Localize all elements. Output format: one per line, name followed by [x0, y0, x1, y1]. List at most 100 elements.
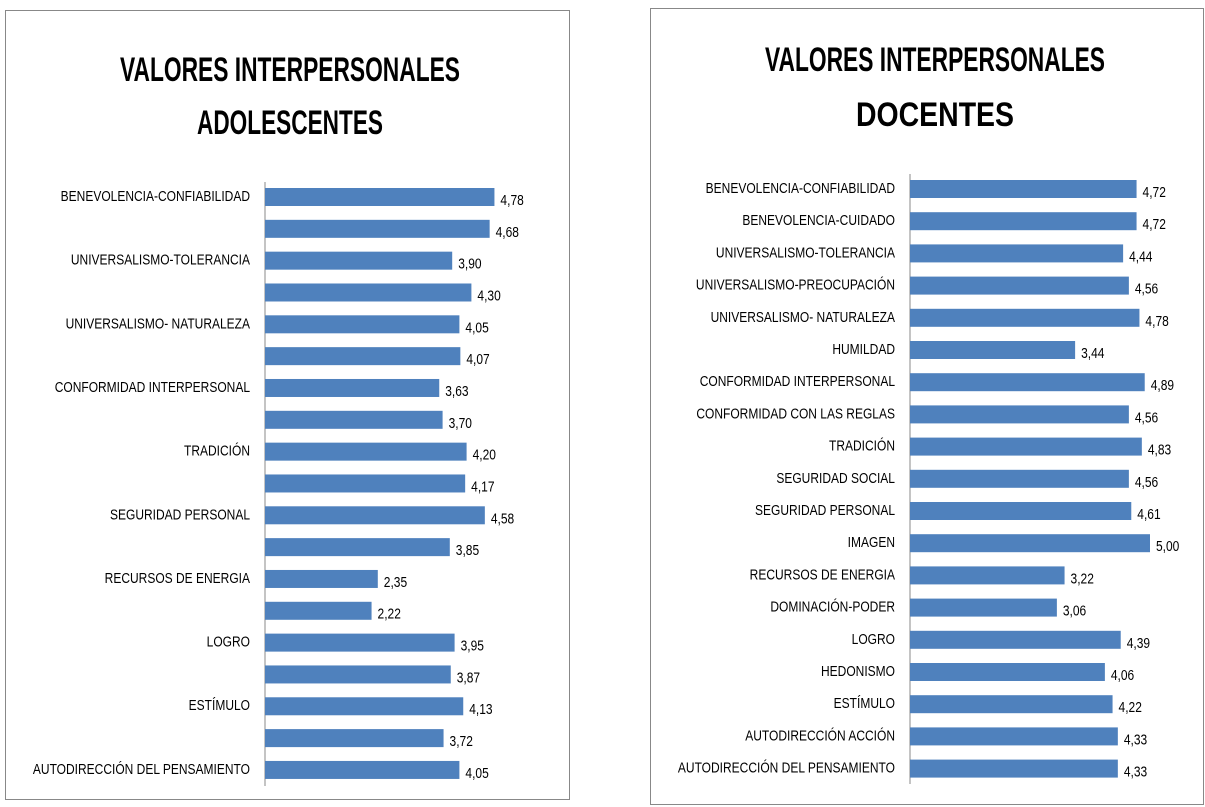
value-label: 4,33 [1124, 763, 1147, 780]
category-label: AUTODIRECCIÓN DEL PENSAMIENTO [678, 759, 895, 776]
category-label: SEGURIDAD PERSONAL [755, 502, 895, 519]
bar [910, 276, 1129, 295]
value-label: 4,33 [1124, 731, 1147, 748]
bar [265, 347, 461, 366]
value-label: 3,70 [449, 415, 473, 432]
bar [265, 219, 490, 238]
value-label: 4,13 [469, 701, 492, 718]
bar [910, 598, 1057, 617]
category-label: CONFORMIDAD CON LAS REGLAS [696, 405, 895, 422]
value-label: 3,06 [1063, 602, 1086, 619]
value-label: 4,07 [466, 351, 489, 368]
bar [265, 474, 466, 493]
bar [265, 251, 453, 270]
category-label: LOGRO [852, 631, 895, 648]
value-label: 3,95 [461, 637, 484, 654]
value-label: 2,35 [384, 574, 407, 591]
bar [910, 244, 1124, 263]
value-label: 4,61 [1137, 506, 1160, 523]
value-label: 3,72 [450, 733, 473, 750]
bar [265, 697, 464, 716]
category-label: RECURSOS DE ENERGIA [105, 570, 251, 587]
value-label: 4,78 [500, 192, 523, 209]
value-label: 4,56 [1135, 280, 1158, 297]
value-label: 3,85 [456, 542, 479, 559]
bar [910, 180, 1137, 198]
value-label: 5,00 [1156, 538, 1180, 555]
category-label: AUTODIRECCIÓN DEL PENSAMIENTO [33, 761, 250, 778]
bar [910, 534, 1150, 553]
category-label: AUTODIRECCIÓN ACCIÓN [745, 727, 895, 744]
category-label: UNIVERSALISMO-PREOCUPACIÓN [696, 276, 895, 293]
category-label: ESTÍMULO [834, 695, 895, 712]
value-label: 4,89 [1151, 377, 1174, 394]
value-label: 4,56 [1135, 409, 1158, 426]
chart-title: DOCENTES [856, 96, 1014, 134]
value-label: 4,05 [465, 765, 488, 782]
category-label: SEGURIDAD SOCIAL [776, 470, 895, 487]
value-label: 2,22 [378, 606, 401, 623]
category-label: HUMILDAD [832, 341, 895, 358]
category-label: BENEVOLENCIA-CUIDADO [742, 212, 895, 229]
bar [910, 405, 1129, 424]
value-label: 4,78 [1145, 313, 1168, 330]
category-label: TRADICIÓN [184, 442, 250, 459]
value-label: 3,63 [445, 383, 468, 400]
category-label: RECURSOS DE ENERGIA [750, 566, 896, 583]
bar [265, 538, 450, 557]
bar [910, 727, 1118, 746]
bar [265, 442, 467, 461]
bar [910, 759, 1118, 778]
value-label: 4,17 [471, 478, 494, 495]
category-label: ESTÍMULO [189, 697, 250, 714]
category-label: CONFORMIDAD INTERPERSONAL [55, 379, 251, 396]
bar [910, 502, 1132, 520]
value-label: 4,22 [1119, 699, 1142, 716]
bar [910, 373, 1145, 392]
bar [265, 569, 378, 588]
bar [265, 760, 460, 779]
bar [265, 283, 472, 302]
category-label: SEGURIDAD PERSONAL [110, 506, 250, 523]
category-label: UNIVERSALISMO- NATURALEZA [711, 309, 896, 326]
value-label: 4,39 [1127, 635, 1150, 652]
value-label: 3,44 [1081, 345, 1105, 362]
category-label: UNIVERSALISMO-TOLERANCIA [71, 251, 251, 268]
category-label: LOGRO [207, 633, 250, 650]
value-label: 4,56 [1135, 474, 1158, 491]
value-label: 3,87 [457, 669, 480, 686]
category-label: IMAGEN [848, 534, 895, 551]
bar [265, 601, 372, 620]
value-label: 3,22 [1071, 570, 1094, 587]
value-label: 4,83 [1148, 441, 1171, 458]
bar [265, 506, 485, 525]
bar [910, 212, 1137, 231]
value-label: 4,44 [1129, 248, 1153, 265]
bar [265, 665, 451, 684]
bar [265, 315, 460, 334]
value-label: 4,68 [496, 224, 519, 241]
bar [265, 410, 443, 429]
value-label: 4,58 [491, 510, 514, 527]
bar [910, 437, 1142, 456]
bar [265, 729, 444, 748]
bar [910, 663, 1105, 681]
bar [265, 633, 455, 652]
value-label: 3,90 [458, 255, 482, 272]
chart-title: ADOLESCENTES [197, 104, 383, 142]
value-label: 4,72 [1143, 184, 1166, 201]
bar [910, 695, 1113, 714]
chart-title: VALORES INTERPERSONALES [765, 41, 1105, 79]
category-label: CONFORMIDAD INTERPERSONAL [700, 373, 896, 390]
value-label: 4,05 [465, 319, 488, 336]
bar [910, 630, 1121, 649]
category-label: TRADICIÓN [829, 437, 895, 454]
category-label: HEDONISMO [821, 663, 895, 680]
bar [265, 378, 440, 397]
value-label: 4,72 [1143, 216, 1166, 233]
value-label: 4,06 [1111, 667, 1134, 684]
bar [910, 469, 1129, 488]
category-label: UNIVERSALISMO- NATURALEZA [66, 315, 251, 332]
value-label: 4,20 [473, 446, 497, 463]
